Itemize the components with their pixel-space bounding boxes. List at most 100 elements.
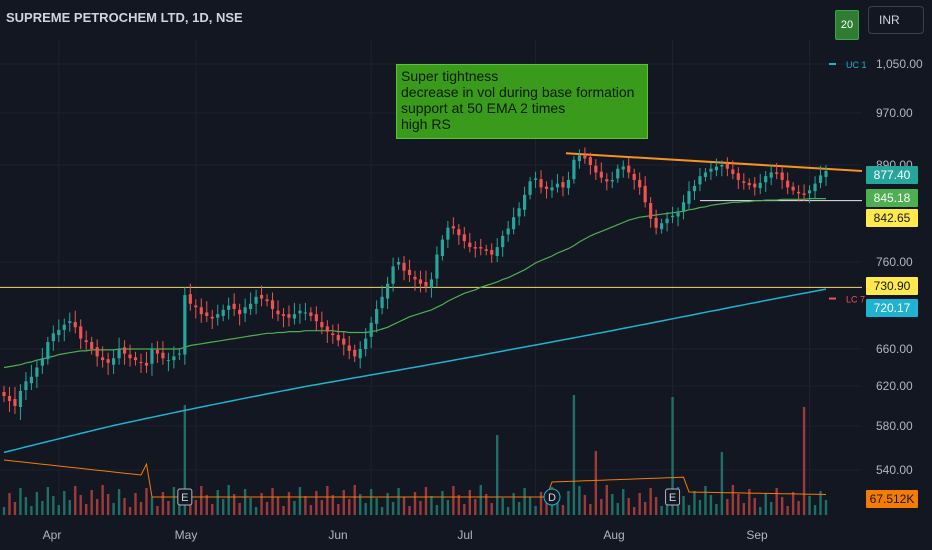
date-tick-label: Jun xyxy=(328,528,347,542)
candle-body xyxy=(122,347,127,354)
candle-body xyxy=(418,279,423,284)
symbol-title: SUPREME PETROCHEM LTD, 1D, NSE xyxy=(6,10,243,25)
candle-body xyxy=(725,163,729,169)
price-tag-label: 67.512K xyxy=(870,492,915,506)
candle-body xyxy=(194,305,198,308)
volume-bar xyxy=(30,506,33,515)
volume-bar xyxy=(512,493,515,515)
candle-body xyxy=(386,283,390,299)
volume-bar xyxy=(490,503,493,515)
candle-body xyxy=(18,391,23,407)
candle-body xyxy=(303,312,307,314)
candle-body xyxy=(358,349,362,359)
candle-body xyxy=(429,279,434,288)
price-tick-label: 760.00 xyxy=(876,255,913,269)
candle-body xyxy=(512,217,516,230)
volume-bar xyxy=(276,497,280,515)
candle-body xyxy=(287,314,291,318)
volume-bar xyxy=(496,435,499,515)
volume-bar xyxy=(506,507,510,515)
volume-bar xyxy=(819,491,822,515)
candle-body xyxy=(106,359,110,363)
volume-bar xyxy=(786,506,789,515)
candle-body xyxy=(758,182,762,189)
ema50-line xyxy=(3,198,826,369)
candle-body xyxy=(216,314,220,318)
volume-bar xyxy=(715,504,718,515)
volume-bar xyxy=(446,500,450,515)
volume-bar xyxy=(337,504,340,515)
volume-bar xyxy=(671,397,674,515)
candle-body xyxy=(336,335,340,341)
volume-bar xyxy=(391,502,395,515)
price-tag-label: 842.65 xyxy=(874,211,911,225)
volume-bar xyxy=(742,503,745,515)
candle-body xyxy=(342,338,346,345)
candle-body xyxy=(347,345,351,351)
volume-bar xyxy=(441,491,444,515)
candle-body xyxy=(638,179,642,188)
volume-bar xyxy=(85,504,88,515)
volume-bar xyxy=(824,500,828,515)
date-tick-label: Apr xyxy=(43,528,62,542)
volume-bar xyxy=(567,491,570,515)
candle-body xyxy=(731,169,735,174)
volume-bar xyxy=(35,492,39,515)
candle-body xyxy=(621,166,625,170)
candle-body xyxy=(259,295,264,299)
annotation-note[interactable]: Super tightness decrease in vol during b… xyxy=(396,64,648,139)
volume-bar xyxy=(112,503,115,515)
volume-bar xyxy=(616,503,619,515)
volume-bar xyxy=(342,490,345,515)
candle-body xyxy=(523,194,527,210)
volume-bar xyxy=(183,405,187,515)
candle-body xyxy=(402,262,406,271)
volume-bar xyxy=(726,499,729,515)
date-tick-label: Sep xyxy=(746,528,768,542)
volume-bar xyxy=(709,495,713,515)
candle-body xyxy=(95,347,99,357)
candle-body xyxy=(753,183,757,188)
volume-bar xyxy=(413,492,417,515)
candle-body xyxy=(539,179,543,188)
candle-body xyxy=(649,203,653,219)
price-tick-label: 660.00 xyxy=(876,342,913,356)
volume-bar xyxy=(101,485,104,515)
volume-bar xyxy=(117,489,121,515)
volume-bar xyxy=(348,499,351,515)
candle-body xyxy=(177,353,181,355)
volume-bar xyxy=(156,506,159,515)
volume-bar xyxy=(463,504,466,515)
price-tag xyxy=(866,166,918,184)
volume-bar xyxy=(791,492,795,515)
candle-body xyxy=(780,172,784,180)
earnings-marker xyxy=(665,488,681,506)
interval-badge[interactable]: 20 xyxy=(835,10,859,40)
volume-bar xyxy=(2,507,6,515)
volume-bar xyxy=(457,495,461,515)
price-tag-label: 720.17 xyxy=(874,301,911,315)
candle-body xyxy=(775,172,779,174)
volume-bar xyxy=(605,485,608,515)
currency-button[interactable]: INR xyxy=(868,6,924,34)
volume-bar xyxy=(265,502,269,515)
candle-body xyxy=(824,170,828,177)
volume-bar xyxy=(764,493,767,515)
volume-bar xyxy=(194,500,197,515)
candle-body xyxy=(298,310,302,314)
date-tick-label: May xyxy=(175,528,198,542)
volume-bar xyxy=(139,502,143,515)
candle-body xyxy=(68,321,72,323)
volume-bar xyxy=(222,499,225,515)
candle-body xyxy=(270,300,275,309)
candle-body xyxy=(813,183,817,192)
volume-bar xyxy=(633,507,636,515)
price-tag-label: 730.90 xyxy=(874,279,911,293)
volume-bar xyxy=(479,485,482,515)
volume-bar xyxy=(517,502,521,515)
volume-bar xyxy=(797,501,800,515)
volume-bar xyxy=(63,491,66,515)
volume-bar xyxy=(693,491,696,515)
volume-bar xyxy=(386,493,389,515)
